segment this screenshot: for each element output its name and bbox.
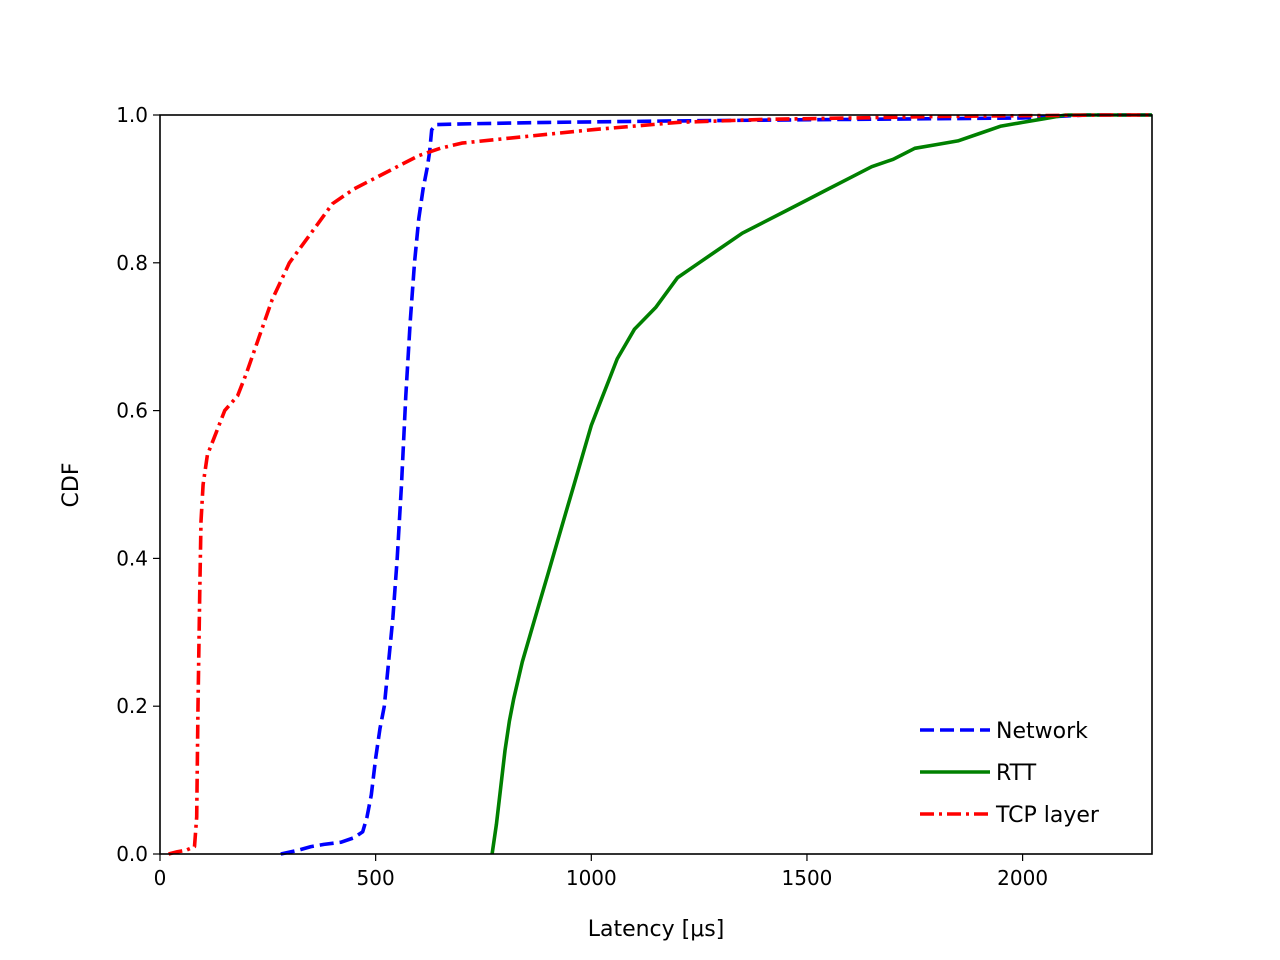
axes-frame <box>159 114 1153 855</box>
legend-label: Network <box>996 719 1088 744</box>
series-line-rtt <box>490 113 1152 855</box>
y-axis-ticks: 0.0 0.2 0.4 0.6 0.8 1.0 <box>116 103 160 866</box>
y-tick-label: 1.0 <box>116 103 148 127</box>
series-line-network <box>280 113 1152 856</box>
x-tick-label: 2000 <box>997 866 1048 890</box>
legend-label: TCP layer <box>995 803 1100 828</box>
y-tick-label: 0.4 <box>116 546 148 570</box>
legend: Network RTT TCP layer <box>920 719 1100 828</box>
x-axis-ticks: 0 500 1000 1500 2000 <box>154 854 1048 890</box>
y-tick-label: 0.6 <box>116 399 148 423</box>
y-axis-label: CDF <box>59 463 84 508</box>
x-tick-label: 1000 <box>566 866 617 890</box>
series-layer <box>168 113 1152 856</box>
y-tick-label: 0.0 <box>116 842 148 866</box>
y-tick-label: 0.2 <box>116 694 148 718</box>
x-tick-label: 0 <box>154 866 167 890</box>
y-tick-label: 0.8 <box>116 251 148 275</box>
x-tick-label: 1500 <box>782 866 833 890</box>
legend-label: RTT <box>996 761 1037 786</box>
series-line-tcp-layer <box>168 113 1152 856</box>
x-tick-label: 500 <box>357 866 395 890</box>
x-axis-label: Latency [μs] <box>588 917 725 942</box>
